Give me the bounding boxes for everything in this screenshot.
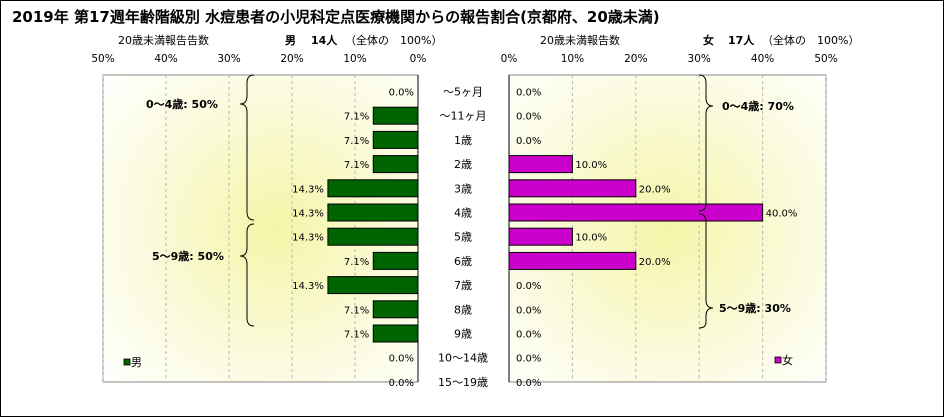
female-bar: [508, 203, 764, 222]
category-label: 6歳: [454, 255, 472, 268]
male-bar-label: 7.1%: [344, 160, 369, 171]
male-header-total: （全体の 100%）: [345, 33, 442, 47]
male-axis-caption: 20歳未満報告告数: [118, 34, 209, 47]
male-bar: [372, 324, 419, 343]
female-bar-label: 20.0%: [639, 257, 671, 268]
female-bar-label: 0.0%: [516, 112, 541, 123]
male-tick-label: 30%: [217, 53, 240, 65]
male-bar-label: 0.0%: [389, 354, 414, 365]
male-header-sex: 男: [285, 34, 296, 47]
male-bar-label: 7.1%: [344, 330, 369, 341]
chart-title: 2019年 第17週年齢階級別 水痘患者の小児科定点医療機関からの報告割合(京都…: [12, 8, 660, 26]
category-label: 15～19歳: [438, 376, 488, 389]
male-bar: [327, 227, 419, 246]
female-brace-5-9: [698, 213, 714, 329]
label-layer: 50% 40% 30% 20% 10% 0% 0% 10% 20% 30% 40% 50% ～5ヶ月 0.…: [91, 53, 837, 389]
female-bar-label: 0.0%: [516, 305, 541, 316]
male-bar-label: 7.1%: [344, 257, 369, 268]
male-tick-label: 20%: [280, 53, 303, 65]
male-tick-label: 10%: [343, 53, 366, 65]
female-axis-caption: 20歳未満報告数: [540, 34, 620, 47]
category-label: 4歳: [454, 207, 472, 220]
category-label: 8歳: [454, 303, 472, 316]
male-tick-label: 50%: [91, 53, 114, 65]
female-header-sex: 女: [703, 33, 714, 47]
female-bar-label: 10.0%: [575, 160, 607, 171]
female-bar-label: 0.0%: [516, 330, 541, 341]
female-bar-label: 0.0%: [516, 136, 541, 147]
male-bar-label: 7.1%: [344, 112, 369, 123]
male-bar: [327, 276, 419, 295]
female-bar: [508, 155, 573, 174]
female-tick-label: 10%: [561, 53, 584, 65]
male-brace-5-9: [239, 223, 255, 327]
male-brace-0-4: [239, 74, 255, 221]
female-tick-label: 40%: [751, 53, 774, 65]
female-bar-label: 0.0%: [516, 88, 541, 99]
male-bar-label: 7.1%: [344, 305, 369, 316]
category-label: 3歳: [454, 182, 472, 195]
male-header-count: 14人: [311, 33, 338, 47]
female-bar: [508, 227, 573, 246]
male-bar: [372, 300, 419, 319]
category-label: ～5ヶ月: [443, 86, 483, 99]
male-group-0-4: 0～4歳: 50%: [146, 97, 218, 111]
male-bar-label: 0.0%: [389, 378, 414, 389]
female-tick-label: 20%: [624, 53, 647, 65]
category-label: 9歳: [454, 328, 472, 341]
male-bar-label: 7.1%: [344, 136, 369, 147]
male-bar-label: 14.3%: [292, 184, 324, 195]
female-bar-label: 0.0%: [516, 354, 541, 365]
male-bar: [327, 203, 419, 222]
female-header-count: 17人: [728, 33, 755, 47]
male-bar: [372, 106, 419, 125]
category-label: 10～14歳: [438, 352, 488, 365]
male-bar: [372, 155, 419, 174]
female-group-0-4: 0～4歳: 70%: [722, 99, 794, 113]
male-bar-label: 14.3%: [292, 281, 324, 292]
legend-female-label: 女: [782, 353, 793, 367]
legend-male-label: 男: [131, 356, 142, 369]
legend-female-swatch: [774, 356, 782, 364]
female-tick-label: 0%: [501, 53, 518, 65]
category-label: ～11ヶ月: [440, 110, 487, 123]
male-tick-label: 0%: [410, 53, 427, 65]
male-bar: [327, 179, 419, 198]
legend-male-swatch: [123, 358, 131, 366]
female-tick-label: 30%: [688, 53, 711, 65]
male-tick-label: 40%: [154, 53, 177, 65]
male-bar-label: 14.3%: [292, 209, 324, 220]
category-label: 7歳: [454, 279, 472, 292]
category-label: 1歳: [454, 134, 472, 147]
male-bar-label: 0.0%: [389, 88, 414, 99]
female-brace-0-4: [698, 74, 714, 212]
bar-layer: [327, 106, 764, 343]
female-bar-label: 0.0%: [516, 378, 541, 389]
female-bar-label: 40.0%: [766, 209, 798, 220]
male-bar: [372, 130, 419, 149]
category-label: 5歳: [454, 231, 472, 244]
male-group-5-9: 5～9歳: 50%: [152, 249, 224, 263]
female-group-5-9: 5～9歳: 30%: [719, 301, 791, 315]
male-bar-label: 14.3%: [292, 233, 324, 244]
female-bar: [508, 251, 637, 270]
female-tick-label: 50%: [814, 53, 837, 65]
female-bar: [508, 179, 637, 198]
male-bar: [372, 251, 419, 270]
category-label: 2歳: [454, 158, 472, 171]
female-bar-label: 10.0%: [575, 233, 607, 244]
female-bar-label: 0.0%: [516, 281, 541, 292]
female-header-total: （全体の 100%）: [762, 33, 859, 47]
female-bar-label: 20.0%: [639, 184, 671, 195]
